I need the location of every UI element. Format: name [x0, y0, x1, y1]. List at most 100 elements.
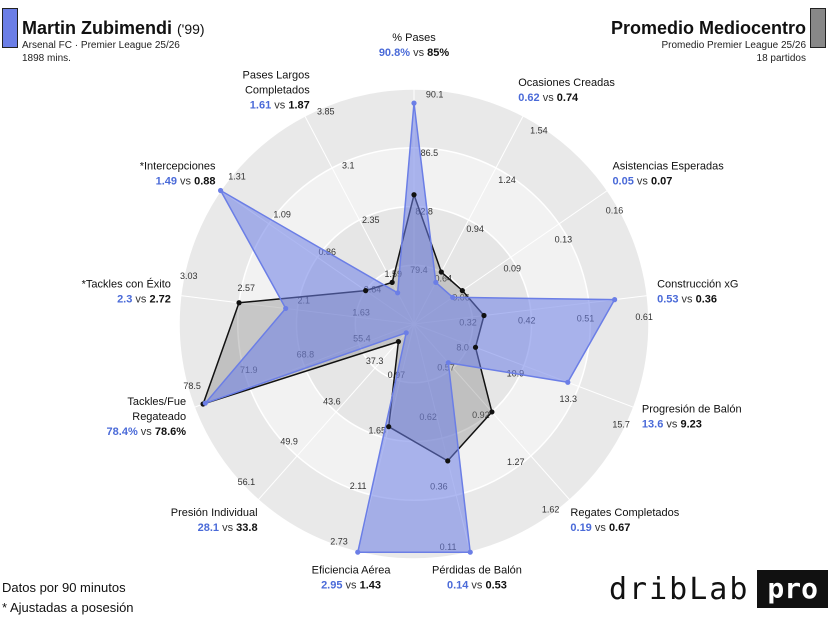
player-value: 2.95	[321, 579, 342, 591]
average-value: 85%	[427, 47, 449, 59]
tick-label: 1.27	[507, 457, 525, 467]
average-point	[411, 192, 417, 198]
logo-text: dribLab	[608, 571, 750, 607]
tick-label: 2.73	[330, 537, 348, 547]
player-color-swatch	[2, 8, 18, 48]
axis-label: Pases Largos	[243, 70, 311, 82]
tick-label: 0.16	[606, 206, 624, 216]
vs-separator: vs	[679, 293, 696, 305]
tick-label: 3.85	[317, 106, 335, 116]
tick-label: 43.6	[323, 396, 341, 406]
tick-label: 2.35	[362, 215, 380, 225]
vs-separator: vs	[132, 293, 149, 305]
tick-label: 1.54	[530, 126, 548, 136]
tick-label: 1.24	[498, 175, 516, 185]
average-value: 1.43	[360, 579, 381, 591]
average-point	[386, 424, 392, 430]
axis-values: 13.6 vs 9.23	[642, 418, 702, 430]
axis-values: 0.62 vs 0.74	[518, 92, 579, 104]
footer-note-per90: Datos por 90 minutos	[2, 580, 126, 595]
axis-label: *Intercepciones	[140, 161, 216, 173]
player-value: 0.14	[447, 579, 469, 591]
tick-label: 86.5	[421, 148, 439, 158]
vs-separator: vs	[592, 522, 609, 534]
average-value: 0.67	[609, 522, 630, 534]
vs-separator: vs	[540, 92, 557, 104]
average-point	[445, 458, 451, 464]
average-point	[481, 312, 487, 319]
axis-values: 2.3 vs 2.72	[117, 293, 171, 305]
player-point	[445, 360, 451, 366]
axis-values: 90.8% vs 85%	[379, 47, 450, 59]
player-minutes: 1898 mins.	[22, 53, 71, 64]
player-value: 0.19	[570, 522, 591, 534]
tick-label: 0.61	[635, 312, 653, 322]
average-value: 0.88	[194, 176, 215, 188]
tick-label: 1.59	[385, 269, 403, 279]
average-point	[395, 338, 402, 345]
tick-label: 0.94	[466, 224, 484, 234]
driblab-logo: dribLab pro	[609, 570, 828, 608]
average-value: 0.36	[696, 293, 717, 305]
player-team: Arsenal FC · Premier League 25/26	[22, 40, 180, 51]
player-point	[217, 187, 224, 194]
tick-label: 49.9	[280, 437, 298, 447]
axis-label: Tackles/Fue	[127, 396, 186, 408]
axis-label: Eficiencia Aérea	[312, 564, 392, 576]
axis-label: Ocasiones Creadas	[518, 77, 615, 89]
axis-label: Construcción xG	[657, 278, 738, 290]
tick-label: 3.03	[180, 271, 198, 281]
tick-label: 78.5	[183, 381, 201, 391]
tick-label: 1.65	[369, 426, 387, 436]
vs-separator: vs	[468, 579, 485, 591]
average-value: 33.8	[236, 522, 257, 534]
axis-values: 28.1 vs 33.8	[198, 522, 258, 534]
axis-label: Pérdidas de Balón	[432, 564, 522, 576]
average-matches: 18 partidos	[756, 53, 806, 64]
tick-label: 13.3	[560, 394, 578, 404]
tick-label: 1.62	[542, 504, 560, 514]
axis-label: % Pases	[392, 32, 436, 44]
average-value: 0.53	[486, 579, 507, 591]
player-point	[450, 294, 456, 300]
axis-label: Presión Individual	[171, 507, 258, 519]
player-point	[355, 549, 361, 555]
average-value: 0.07	[651, 176, 672, 188]
tick-label: 37.3	[366, 356, 384, 366]
tick-label: 0.92	[472, 410, 490, 420]
average-point	[489, 409, 495, 415]
axis-label: Completados	[245, 85, 310, 97]
tick-label: 0.09	[503, 264, 521, 274]
player-point	[395, 290, 401, 296]
tick-label: 2.11	[350, 481, 367, 491]
vs-separator: vs	[138, 426, 155, 438]
axis-label: Progresión de Balón	[642, 403, 742, 415]
average-point	[236, 300, 242, 306]
axis-values: 2.95 vs 1.43	[321, 579, 381, 591]
tick-label: 1.31	[228, 172, 246, 182]
average-color-swatch	[810, 8, 826, 48]
average-value: 78.6%	[155, 426, 186, 438]
player-value: 0.62	[518, 92, 539, 104]
player-point	[565, 379, 571, 385]
axis-label: Asistencias Esperadas	[612, 161, 724, 173]
average-point	[389, 279, 395, 285]
average-value: 2.72	[149, 293, 170, 305]
average-league: Promedio Premier League 25/26	[661, 40, 806, 51]
logo-badge: pro	[757, 570, 828, 608]
player-point	[433, 279, 439, 285]
average-value: 0.74	[557, 92, 579, 104]
player-value: 0.53	[657, 293, 678, 305]
vs-separator: vs	[177, 176, 194, 188]
player-value: 0.05	[612, 176, 633, 188]
vs-separator: vs	[271, 100, 288, 112]
average-point	[363, 288, 369, 294]
player-name: Martin Zubimendi ('99)	[22, 18, 205, 38]
radar-spoke-12	[304, 115, 415, 325]
axis-label: Regates Completados	[570, 507, 679, 519]
vs-separator: vs	[342, 579, 359, 591]
footer-note-possession: * Ajustadas a posesión	[2, 600, 134, 615]
player-value: 1.61	[250, 100, 271, 112]
average-point	[472, 344, 479, 350]
